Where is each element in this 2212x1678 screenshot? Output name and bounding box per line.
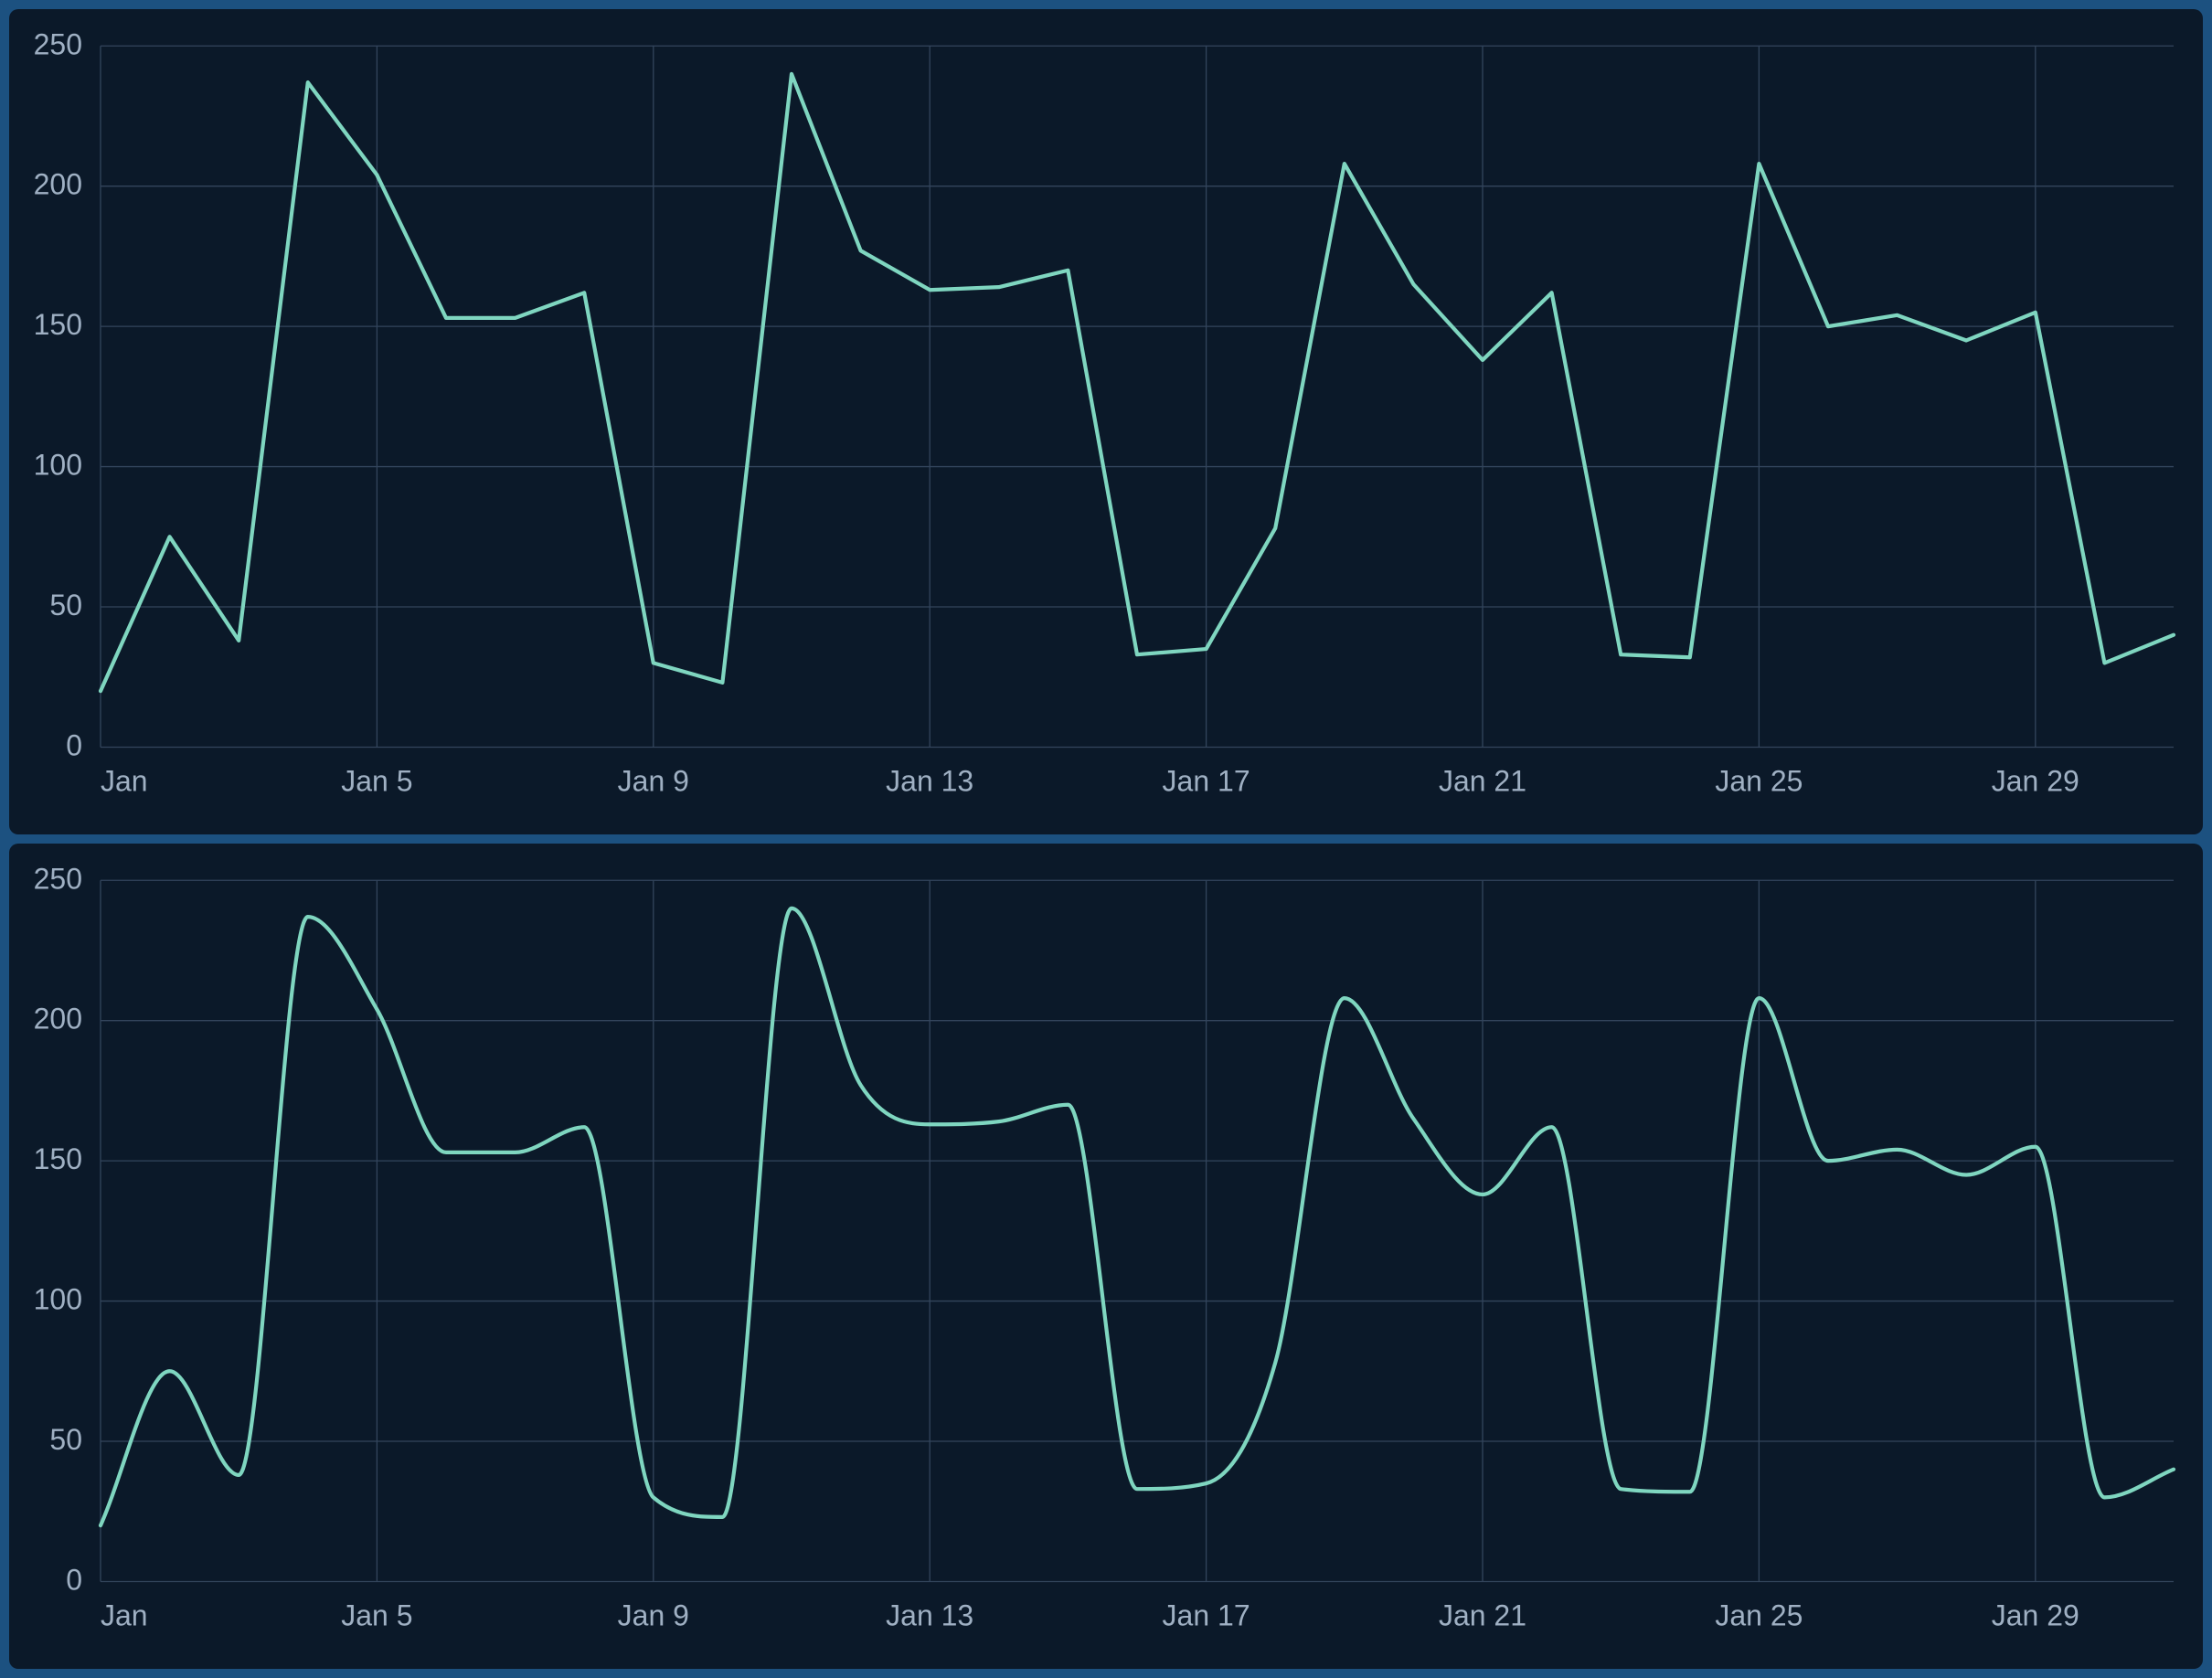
svg-text:0: 0 — [66, 1563, 82, 1596]
svg-text:Jan 25: Jan 25 — [1715, 1599, 1803, 1632]
svg-text:Jan 21: Jan 21 — [1439, 1599, 1526, 1632]
svg-text:Jan 17: Jan 17 — [1163, 765, 1250, 798]
svg-text:100: 100 — [34, 449, 82, 482]
svg-text:200: 200 — [34, 1003, 82, 1035]
svg-text:0: 0 — [66, 728, 82, 761]
svg-text:Jan 13: Jan 13 — [886, 1599, 973, 1632]
svg-text:250: 250 — [34, 862, 82, 895]
svg-text:Jan 29: Jan 29 — [1992, 765, 2079, 798]
svg-text:Jan 17: Jan 17 — [1163, 1599, 1250, 1632]
svg-text:200: 200 — [34, 168, 82, 201]
svg-text:Jan 29: Jan 29 — [1992, 1599, 2079, 1632]
svg-text:Jan: Jan — [101, 1599, 148, 1632]
svg-text:150: 150 — [34, 1142, 82, 1175]
svg-text:Jan: Jan — [101, 765, 148, 798]
svg-text:150: 150 — [34, 308, 82, 341]
svg-text:50: 50 — [49, 589, 82, 621]
svg-text:250: 250 — [34, 27, 82, 60]
svg-text:Jan 9: Jan 9 — [618, 765, 689, 798]
svg-text:50: 50 — [49, 1423, 82, 1456]
svg-text:Jan 21: Jan 21 — [1439, 765, 1526, 798]
svg-text:Jan 9: Jan 9 — [618, 1599, 689, 1632]
svg-text:Jan 13: Jan 13 — [886, 765, 973, 798]
svg-text:Jan 5: Jan 5 — [341, 1599, 412, 1632]
svg-text:100: 100 — [34, 1283, 82, 1316]
svg-text:Jan 25: Jan 25 — [1715, 765, 1803, 798]
svg-text:Jan 5: Jan 5 — [341, 765, 412, 798]
